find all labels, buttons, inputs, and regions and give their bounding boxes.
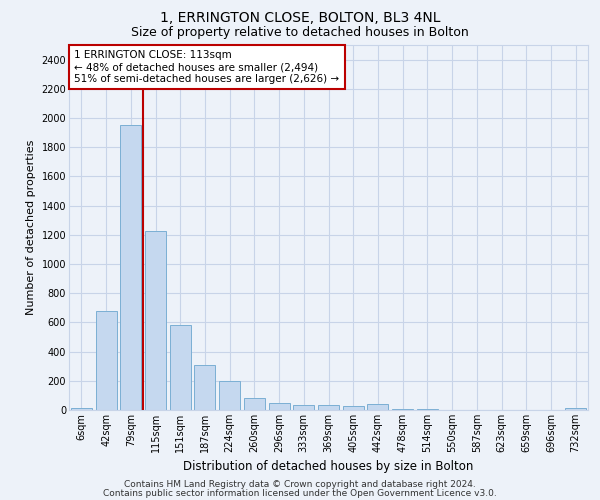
Bar xyxy=(318,405,339,410)
Bar xyxy=(145,231,166,410)
Bar xyxy=(293,405,314,410)
Y-axis label: Number of detached properties: Number of detached properties xyxy=(26,140,36,315)
Text: 1 ERRINGTON CLOSE: 113sqm
← 48% of detached houses are smaller (2,494)
51% of se: 1 ERRINGTON CLOSE: 113sqm ← 48% of detac… xyxy=(74,50,340,84)
Text: Size of property relative to detached houses in Bolton: Size of property relative to detached ho… xyxy=(131,26,469,39)
Bar xyxy=(95,310,116,410)
Bar xyxy=(219,381,240,410)
Bar xyxy=(565,408,586,410)
X-axis label: Distribution of detached houses by size in Bolton: Distribution of detached houses by size … xyxy=(184,460,473,473)
Text: 1, ERRINGTON CLOSE, BOLTON, BL3 4NL: 1, ERRINGTON CLOSE, BOLTON, BL3 4NL xyxy=(160,11,440,25)
Text: Contains HM Land Registry data © Crown copyright and database right 2024.: Contains HM Land Registry data © Crown c… xyxy=(124,480,476,489)
Bar xyxy=(244,398,265,410)
Bar xyxy=(71,408,92,410)
Bar xyxy=(170,326,191,410)
Bar xyxy=(269,403,290,410)
Bar xyxy=(194,364,215,410)
Bar xyxy=(367,404,388,410)
Bar xyxy=(120,126,141,410)
Bar xyxy=(392,409,413,410)
Text: Contains public sector information licensed under the Open Government Licence v3: Contains public sector information licen… xyxy=(103,488,497,498)
Bar xyxy=(343,406,364,410)
